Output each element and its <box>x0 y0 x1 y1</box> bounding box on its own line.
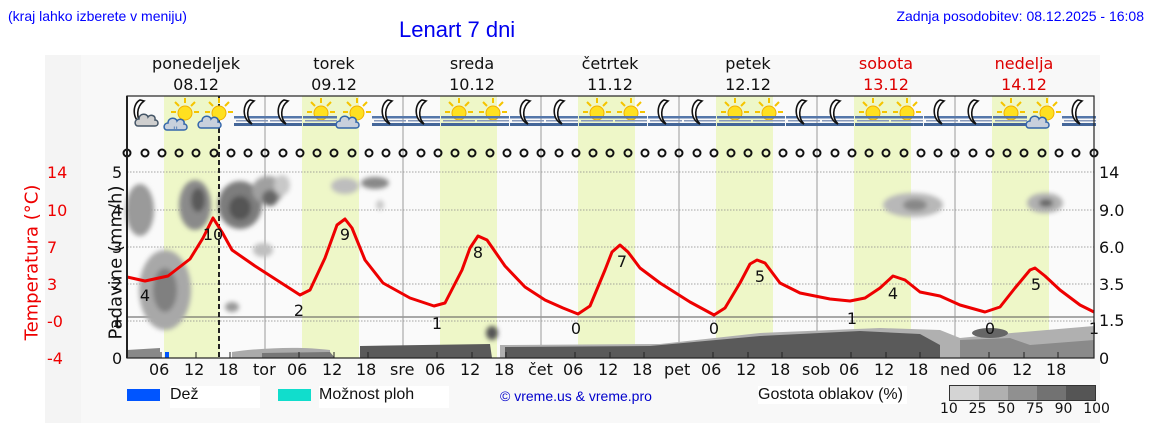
precip-tick: 0 <box>112 349 123 368</box>
cloud-height-tick: 0 <box>1099 349 1110 368</box>
svg-text:4: 4 <box>140 286 150 305</box>
x-tick: 06 <box>425 360 446 379</box>
svg-text:9: 9 <box>340 225 350 244</box>
x-tick: 06 <box>563 360 584 379</box>
svg-text:5: 5 <box>1031 275 1041 294</box>
storm-legend-label: Možnost ploh <box>319 386 449 408</box>
cloud-density-label: Gostota oblakov (%) <box>758 386 907 404</box>
temp-axis-panel <box>45 55 81 423</box>
temp-tick: -4 <box>47 349 63 368</box>
x-tick: 18 <box>218 360 239 379</box>
x-tick: tor <box>253 360 276 379</box>
svg-text:1: 1 <box>432 314 442 333</box>
cloud-height-tick: 6.0 <box>1099 238 1125 257</box>
temp-tick: 3 <box>47 275 58 294</box>
temperature-line <box>126 216 1095 317</box>
x-tick: 18 <box>770 360 791 379</box>
svg-text:2: 2 <box>294 301 304 320</box>
x-tick: 12 <box>736 360 757 379</box>
rain-legend-label: Dež <box>170 386 260 408</box>
x-tick: 12 <box>460 360 481 379</box>
svg-text:0: 0 <box>571 319 581 338</box>
x-tick: sre <box>390 360 415 379</box>
precip-tick: 3 <box>112 238 123 257</box>
x-tick: 18 <box>494 360 515 379</box>
x-tick: čet <box>528 360 553 379</box>
daylight-bands <box>164 96 1049 358</box>
temp-extreme-labels: 4 10 2 9 1 8 0 7 0 5 1 4 0 5 1 <box>140 225 1099 338</box>
weather-icons: '' <box>133 97 1096 136</box>
page-title: Lenart 7 dni <box>399 17 516 42</box>
x-tick: 12 <box>598 360 619 379</box>
x-tick: 06 <box>839 360 860 379</box>
x-tick: 12 <box>874 360 895 379</box>
cloud-density-ticks: 10 25 50 75 90 100 <box>940 401 1110 417</box>
rain-legend-swatch <box>127 389 160 401</box>
x-tick: 06 <box>977 360 998 379</box>
hourly-markers <box>122 148 1099 158</box>
cloud-height-tick: 9.0 <box>1099 201 1125 220</box>
day-header: četrtek 11.12 <box>581 54 639 94</box>
temp-tick: 7 <box>47 238 58 257</box>
x-tick: ned <box>940 360 971 379</box>
precip-axis-label: Padavine (mm/h) <box>105 185 127 340</box>
x-tick: 18 <box>908 360 929 379</box>
copyright-link[interactable]: © vreme.us & vreme.pro <box>500 388 652 404</box>
temp-axis-label: Temperatura (°C) <box>21 184 43 341</box>
svg-text:5: 5 <box>755 267 765 286</box>
precip-tick: 4 <box>112 201 123 220</box>
cloud-density-low <box>127 326 1094 358</box>
x-tick: 06 <box>287 360 308 379</box>
precip-tick: 2 <box>112 275 123 294</box>
svg-text:'': '' <box>173 126 178 136</box>
sun-cloud-rain-icon: '' <box>163 97 200 136</box>
cloud-height-tick: 1.5 <box>1099 311 1125 330</box>
svg-text:0: 0 <box>709 319 719 338</box>
svg-text:10: 10 <box>203 225 223 244</box>
x-tick: 18 <box>1046 360 1067 379</box>
x-tick: 12 <box>184 360 205 379</box>
svg-text:1: 1 <box>847 309 857 328</box>
rain-indicator <box>165 352 169 358</box>
cloud-height-tick: 3.5 <box>1099 275 1125 294</box>
svg-text:8: 8 <box>473 243 483 262</box>
x-tick: sob <box>802 360 831 379</box>
svg-text:4: 4 <box>888 284 898 303</box>
day-header: petek 12.12 <box>725 54 771 94</box>
day-header-weekend: nedelja 14.12 <box>994 54 1054 94</box>
region-hint: (kraj lahko izberete v meniju) <box>8 8 187 24</box>
x-tick: 12 <box>1012 360 1033 379</box>
temp-tick: -0 <box>47 312 63 331</box>
day-header: torek 09.12 <box>311 54 357 94</box>
day-header: sreda 10.12 <box>449 54 495 94</box>
x-tick: 06 <box>701 360 722 379</box>
x-tick: 18 <box>632 360 653 379</box>
svg-text:0: 0 <box>985 319 995 338</box>
cloud-height-tick: 14 <box>1099 163 1120 182</box>
last-update: Zadnja posodobitev: 08.12.2025 - 16:08 <box>896 8 1144 24</box>
x-tick: 12 <box>322 360 343 379</box>
storm-legend-swatch <box>278 389 311 401</box>
svg-text:7: 7 <box>617 252 627 271</box>
day-header-weekend: sobota 13.12 <box>858 54 914 94</box>
precip-tick: 1 <box>112 312 123 331</box>
day-header: ponedeljek 08.12 <box>152 54 240 94</box>
temp-tick: 10 <box>47 201 68 220</box>
x-tick: pet <box>664 360 691 379</box>
precip-tick: 5 <box>112 163 123 182</box>
x-tick: 06 <box>149 360 170 379</box>
temp-tick: 14 <box>47 163 68 182</box>
cloud-density-high <box>126 175 1063 340</box>
cloud-density-scale <box>949 385 1096 401</box>
x-tick: 18 <box>356 360 377 379</box>
